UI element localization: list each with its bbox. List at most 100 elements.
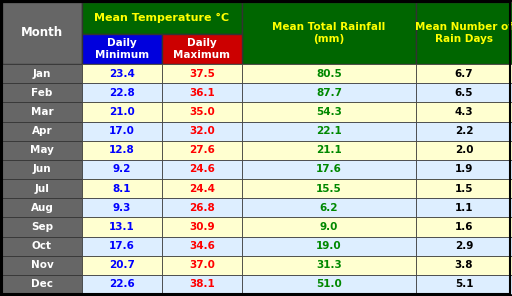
- Text: 9.2: 9.2: [113, 164, 131, 174]
- Bar: [162, 217, 242, 237]
- Text: 87.7: 87.7: [316, 88, 342, 98]
- Text: 54.3: 54.3: [316, 107, 342, 117]
- Bar: [162, 198, 242, 217]
- Text: 37.5: 37.5: [189, 69, 215, 78]
- Bar: [242, 141, 416, 160]
- Bar: [242, 179, 416, 198]
- Bar: [162, 256, 242, 275]
- Bar: [242, 2, 416, 64]
- Bar: [82, 121, 162, 141]
- Text: Jun: Jun: [33, 164, 51, 174]
- Bar: [2, 256, 82, 275]
- Bar: [2, 237, 82, 256]
- Text: Mar: Mar: [31, 107, 53, 117]
- Text: 1.1: 1.1: [455, 203, 473, 213]
- Text: Daily
Maximum: Daily Maximum: [174, 38, 230, 60]
- Bar: [416, 102, 512, 121]
- Text: Aug: Aug: [31, 203, 53, 213]
- Text: 22.6: 22.6: [109, 279, 135, 289]
- Text: Jul: Jul: [35, 184, 50, 194]
- Text: 20.7: 20.7: [109, 260, 135, 270]
- Text: 24.6: 24.6: [189, 164, 215, 174]
- Bar: [162, 160, 242, 179]
- Bar: [2, 121, 82, 141]
- Bar: [2, 198, 82, 217]
- Text: 22.8: 22.8: [109, 88, 135, 98]
- Text: Jan: Jan: [33, 69, 51, 78]
- Text: 15.5: 15.5: [316, 184, 342, 194]
- Bar: [242, 237, 416, 256]
- Text: 13.1: 13.1: [109, 222, 135, 232]
- Bar: [416, 198, 512, 217]
- Bar: [2, 275, 82, 294]
- Text: 4.3: 4.3: [455, 107, 473, 117]
- Text: 36.1: 36.1: [189, 88, 215, 98]
- Bar: [416, 179, 512, 198]
- Text: 32.0: 32.0: [189, 126, 215, 136]
- Text: 1.9: 1.9: [455, 164, 473, 174]
- Text: 3.8: 3.8: [455, 260, 473, 270]
- Bar: [82, 83, 162, 102]
- Text: Apr: Apr: [32, 126, 52, 136]
- Text: Month: Month: [21, 27, 63, 39]
- Text: 9.0: 9.0: [320, 222, 338, 232]
- Bar: [416, 275, 512, 294]
- Bar: [82, 256, 162, 275]
- Bar: [82, 102, 162, 121]
- Text: May: May: [30, 145, 54, 155]
- Bar: [162, 102, 242, 121]
- Text: Mean Total Rainfall
(mm): Mean Total Rainfall (mm): [272, 22, 386, 44]
- Text: 30.9: 30.9: [189, 222, 215, 232]
- Bar: [82, 141, 162, 160]
- Text: 2.9: 2.9: [455, 241, 473, 251]
- Text: 38.1: 38.1: [189, 279, 215, 289]
- Text: Feb: Feb: [31, 88, 53, 98]
- Bar: [242, 102, 416, 121]
- Text: 34.6: 34.6: [189, 241, 215, 251]
- Bar: [416, 256, 512, 275]
- Bar: [82, 64, 162, 83]
- Bar: [242, 256, 416, 275]
- Text: Oct: Oct: [32, 241, 52, 251]
- Bar: [82, 160, 162, 179]
- Bar: [162, 34, 242, 64]
- Bar: [2, 179, 82, 198]
- Bar: [242, 121, 416, 141]
- Bar: [2, 102, 82, 121]
- Bar: [82, 217, 162, 237]
- Bar: [82, 237, 162, 256]
- Text: Mean Number of
Rain Days: Mean Number of Rain Days: [415, 22, 512, 44]
- Bar: [242, 217, 416, 237]
- Bar: [162, 121, 242, 141]
- Text: 1.5: 1.5: [455, 184, 473, 194]
- Text: 1.6: 1.6: [455, 222, 473, 232]
- Bar: [416, 217, 512, 237]
- Bar: [416, 237, 512, 256]
- Text: 23.4: 23.4: [109, 69, 135, 78]
- Text: 5.1: 5.1: [455, 279, 473, 289]
- Bar: [242, 160, 416, 179]
- Bar: [416, 141, 512, 160]
- Bar: [2, 64, 82, 83]
- Text: 17.0: 17.0: [109, 126, 135, 136]
- Text: 8.1: 8.1: [113, 184, 131, 194]
- Text: Nov: Nov: [31, 260, 53, 270]
- Text: 31.3: 31.3: [316, 260, 342, 270]
- Bar: [242, 83, 416, 102]
- Bar: [82, 2, 242, 34]
- Text: 35.0: 35.0: [189, 107, 215, 117]
- Text: 17.6: 17.6: [109, 241, 135, 251]
- Bar: [162, 83, 242, 102]
- Text: 19.0: 19.0: [316, 241, 342, 251]
- Bar: [242, 275, 416, 294]
- Text: 12.8: 12.8: [109, 145, 135, 155]
- Bar: [2, 141, 82, 160]
- Text: 37.0: 37.0: [189, 260, 215, 270]
- Text: Mean Temperature °C: Mean Temperature °C: [94, 13, 229, 23]
- Bar: [242, 64, 416, 83]
- Text: 26.8: 26.8: [189, 203, 215, 213]
- Bar: [2, 160, 82, 179]
- Bar: [162, 64, 242, 83]
- Text: 2.0: 2.0: [455, 145, 473, 155]
- Text: 80.5: 80.5: [316, 69, 342, 78]
